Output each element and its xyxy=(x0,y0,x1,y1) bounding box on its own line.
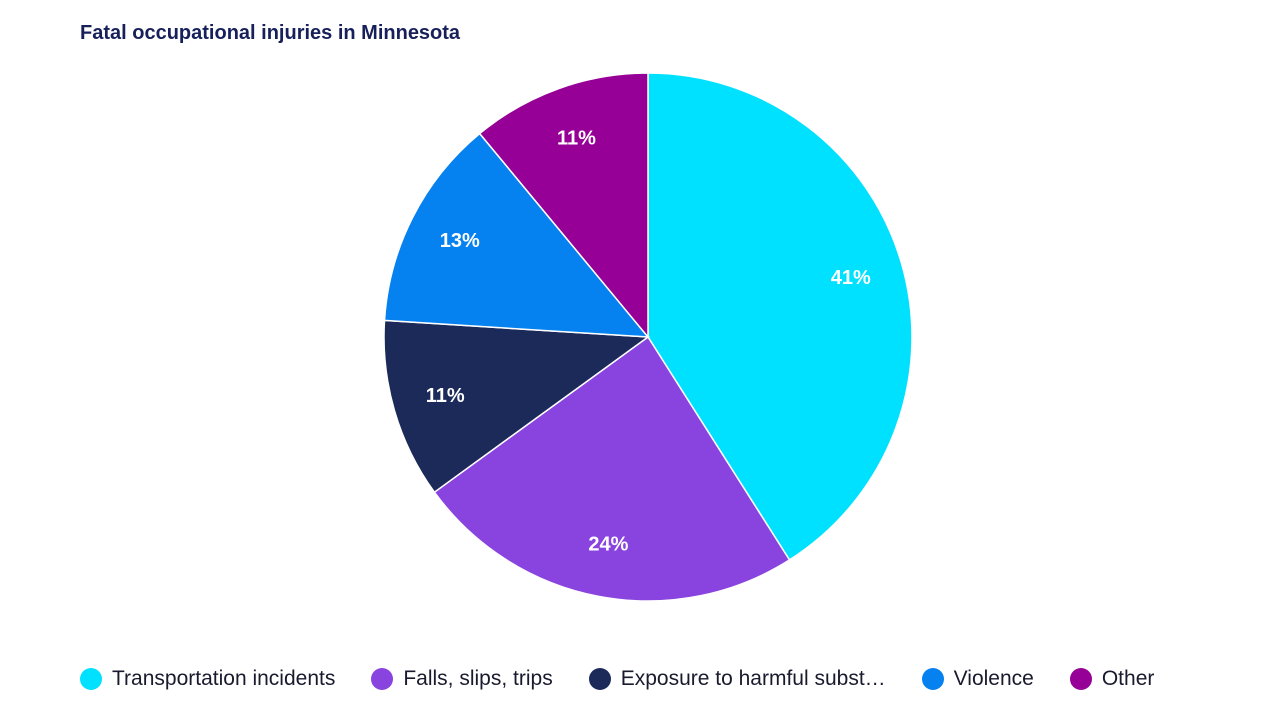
legend-swatch-violence xyxy=(921,668,944,690)
legend-swatch-transportation xyxy=(80,668,102,690)
slice-label-falls: 24% xyxy=(588,533,628,555)
slice-label-other: 11% xyxy=(557,127,596,149)
legend-item-violence[interactable]: Violence xyxy=(921,667,1034,691)
pie-slice-falls[interactable] xyxy=(433,335,791,602)
legend-item-transportation[interactable]: Transportation incidents xyxy=(80,667,335,691)
legend-label-falls: Falls, slips, trips xyxy=(403,667,553,690)
legend-label-other: Other xyxy=(1101,667,1155,690)
pie-chart: 41% 24% 11% 13% 11% xyxy=(383,72,913,602)
legend-item-other[interactable]: Other xyxy=(1069,667,1155,691)
pie-slice-transportation[interactable] xyxy=(647,72,913,561)
slice-label-transportation: 41% xyxy=(831,267,871,289)
legend-swatch-other xyxy=(1069,668,1092,690)
pie-slice-violence[interactable] xyxy=(383,132,650,338)
legend-item-exposure[interactable]: Exposure to harmful subst… xyxy=(588,667,886,691)
legend-swatch-exposure xyxy=(588,668,611,690)
chart-title: Fatal occupational injuries in Minnesota xyxy=(80,22,461,44)
chart-legend: Transportation incidents Falls, slips, t… xyxy=(80,662,1240,696)
slice-label-violence: 13% xyxy=(440,230,480,252)
legend-label-transportation: Transportation incidents xyxy=(112,667,336,690)
slice-label-exposure: 11% xyxy=(426,385,465,407)
legend-swatch-falls xyxy=(371,668,394,690)
legend-label-violence: Violence xyxy=(953,667,1034,690)
pie-slice-exposure[interactable] xyxy=(383,319,651,494)
legend-item-falls[interactable]: Falls, slips, trips xyxy=(371,667,553,691)
legend-label-exposure: Exposure to harmful subst… xyxy=(620,667,886,690)
pie-slice-other[interactable] xyxy=(478,72,649,340)
